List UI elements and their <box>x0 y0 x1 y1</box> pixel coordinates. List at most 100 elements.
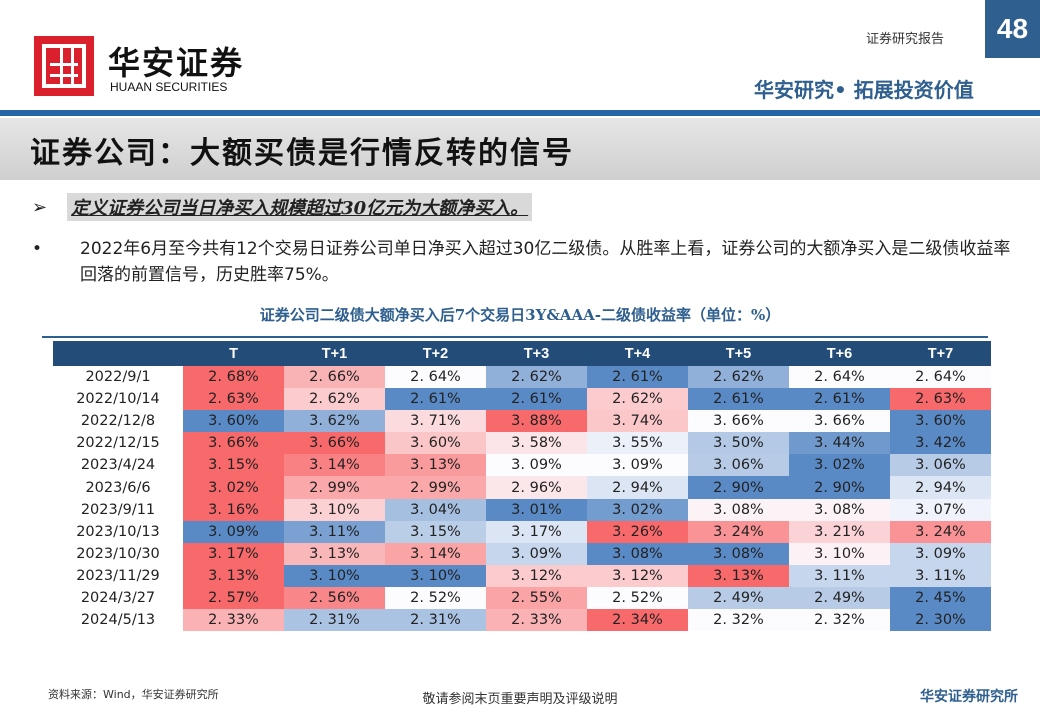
heatmap-cell: 3. 09% <box>890 542 991 565</box>
heatmap-cell: 2. 62% <box>688 366 789 389</box>
heatmap-cell: 3. 44% <box>789 432 890 455</box>
heatmap-cell: 2. 90% <box>789 476 890 499</box>
table-row: 2023/9/11 3. 16% 3. 10% 3. 04% 3. 01% 3. 02% 3… <box>53 498 991 521</box>
heatmap-cell: 2. 34% <box>587 609 688 632</box>
heatmap-cell: 3. 60% <box>385 432 486 455</box>
column-header: T+6 <box>789 341 890 366</box>
heatmap-cell: 3. 08% <box>789 498 890 521</box>
heatmap-cell: 3. 13% <box>284 542 385 565</box>
heatmap-cell: 2. 62% <box>284 388 385 411</box>
page-title: 证券公司：大额买债是行情反转的信号 <box>30 136 574 171</box>
heatmap-cell: 2. 61% <box>789 388 890 411</box>
heatmap-cell: 3. 09% <box>486 542 587 565</box>
heatmap-cell: 3. 09% <box>587 454 688 477</box>
logo-en-text: HUAAN SECURITIES <box>110 80 228 94</box>
heatmap-cell: 3. 66% <box>789 410 890 433</box>
row-date: 2022/9/1 <box>85 369 151 386</box>
column-header: T <box>183 341 284 366</box>
heatmap-cell: 3. 04% <box>385 498 486 521</box>
heatmap-cell: 2. 31% <box>385 609 486 632</box>
table-row: 2023/11/29 3. 13% 3. 10% 3. 10% 3. 12% 3. 12%… <box>53 564 991 587</box>
heatmap-cell: 2. 30% <box>890 609 991 632</box>
heatmap-cell: 3. 10% <box>284 564 385 587</box>
row-date: 2023/6/6 <box>85 479 151 496</box>
heatmap-cell: 2. 31% <box>284 609 385 632</box>
heatmap-cell: 2. 99% <box>284 476 385 499</box>
table-row: 2023/6/6 3. 02% 2. 99% 2. 99% 2. 96% 2. 94% 2.… <box>53 476 991 499</box>
heatmap-cell: 3. 07% <box>890 498 991 521</box>
heatmap-cell: 3. 10% <box>284 498 385 521</box>
heatmap-cell: 3. 11% <box>890 564 991 587</box>
heatmap-cell: 2. 49% <box>688 586 789 610</box>
heatmap-cell: 3. 26% <box>587 520 688 543</box>
heatmap-cell: 3. 15% <box>385 520 486 543</box>
column-header: T+2 <box>385 341 486 366</box>
logo-cn-text: 华安证券 <box>108 44 245 82</box>
title-band <box>0 118 1040 180</box>
heatmap-cell: 3. 55% <box>587 432 688 455</box>
heatmap-cell: 2. 57% <box>183 586 284 610</box>
table-row: 2024/3/27 2. 57% 2. 56% 2. 52% 2. 55% 2. 52% 2… <box>53 586 991 610</box>
heatmap-cell: 2. 61% <box>385 388 486 411</box>
heatmap-cell: 3. 17% <box>486 520 587 543</box>
heatmap-cell: 2. 94% <box>890 476 991 499</box>
heatmap-cell: 3. 06% <box>890 454 991 477</box>
heatmap-cell: 3. 42% <box>890 432 991 455</box>
heatmap-cell: 3. 11% <box>789 564 890 587</box>
row-date: 2023/10/30 <box>76 545 160 562</box>
heatmap-cell: 3. 08% <box>587 542 688 565</box>
heatmap-cell: 2. 64% <box>789 366 890 389</box>
heatmap-cell: 3. 13% <box>183 564 284 587</box>
heatmap-cell: 3. 66% <box>688 410 789 433</box>
heatmap-cell: 3. 12% <box>486 564 587 587</box>
heatmap-cell: 2. 32% <box>688 609 789 632</box>
column-header: T+3 <box>486 341 587 366</box>
heatmap-cell: 3. 11% <box>284 520 385 543</box>
heatmap-cell: 3. 13% <box>688 564 789 587</box>
heatmap-cell: 2. 45% <box>890 586 991 610</box>
row-date: 2022/10/14 <box>76 391 160 408</box>
heatmap-cell: 3. 66% <box>284 432 385 455</box>
row-date: 2023/10/13 <box>76 523 160 540</box>
table-row: 2022/9/1 2. 68% 2. 66% 2. 64% 2. 62% 2. 61% 2.… <box>53 366 991 389</box>
row-date: 2024/5/13 <box>80 612 156 629</box>
disclaimer: 敬请参阅末页重要声明及评级说明 <box>422 692 618 707</box>
row-date: 2022/12/15 <box>76 435 160 452</box>
heatmap-cell: 3. 02% <box>789 454 890 477</box>
heatmap-cell: 3. 74% <box>587 410 688 433</box>
heatmap-cell: 3. 02% <box>183 476 284 499</box>
heatmap-cell: 2. 63% <box>183 388 284 411</box>
heatmap-cell: 3. 06% <box>688 454 789 477</box>
row-date: 2022/12/8 <box>80 413 156 430</box>
table-top-rule <box>42 336 988 338</box>
heatmap-cell: 3. 62% <box>284 410 385 433</box>
heatmap-cell: 2. 64% <box>385 366 486 389</box>
header-row: T T+1 T+2 T+3 T+4 T+5 T+6 T+7 <box>53 341 991 366</box>
company-logo <box>34 36 94 96</box>
column-header: T+7 <box>890 341 991 366</box>
definition-text: 定义证券公司当日净买入规模超过30亿元为大额净买入。 <box>67 193 533 221</box>
definition-line: ➢ 定义证券公司当日净买入规模超过30亿元为大额净买入。 <box>32 193 533 221</box>
heatmap-cell: 2. 68% <box>183 366 284 389</box>
heatmap-cell: 2. 63% <box>890 388 991 411</box>
heatmap-cell: 3. 21% <box>789 520 890 543</box>
header-divider <box>0 110 1040 116</box>
row-date: 2023/11/29 <box>76 567 160 584</box>
row-date: 2024/3/27 <box>80 589 156 606</box>
bullet-point: • 2022年6月至今共有12个交易日证券公司单日净买入超过30亿二级债。从胜率… <box>32 236 1012 288</box>
heatmap-cell: 2. 49% <box>789 586 890 610</box>
column-header: T+4 <box>587 341 688 366</box>
heatmap-cell: 3. 09% <box>486 454 587 477</box>
heatmap-cell: 2. 32% <box>789 609 890 632</box>
heatmap-cell: 2. 33% <box>486 609 587 632</box>
heatmap-cell: 3. 12% <box>587 564 688 587</box>
report-label: 证券研究报告 <box>866 32 945 47</box>
heatmap-cell: 3. 10% <box>789 542 890 565</box>
heatmap-cell: 2. 62% <box>486 366 587 389</box>
heatmap-cell: 2. 52% <box>385 586 486 610</box>
heatmap-cell: 2. 33% <box>183 609 284 632</box>
table-row: 2023/10/13 3. 09% 3. 11% 3. 15% 3. 17% 3. 26%… <box>53 520 991 543</box>
arrow-bullet-icon: ➢ <box>32 196 48 218</box>
table-row: 2022/12/8 3. 60% 3. 62% 3. 71% 3. 88% 3. 74% 3… <box>53 410 991 433</box>
heatmap-cell: 2. 56% <box>284 586 385 610</box>
